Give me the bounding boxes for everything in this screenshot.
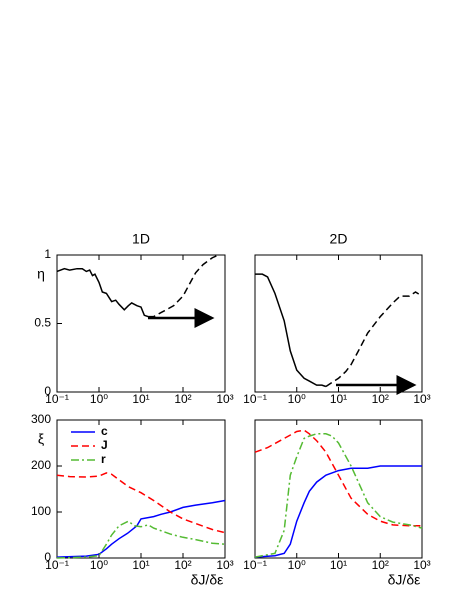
x-tick-label: 10¹: [132, 392, 149, 406]
x-tick-label: 10⁻¹: [45, 558, 69, 572]
series-line: [56, 520, 226, 559]
series-line: [254, 433, 423, 558]
legend-label: c: [101, 424, 108, 438]
x-tick-label: 10²: [174, 558, 191, 572]
y-tick-label: 200: [31, 458, 51, 472]
x-tick-label: 10¹: [132, 558, 149, 572]
series-line: [325, 291, 423, 388]
x-tick-label: 10⁰: [288, 558, 306, 572]
x-tick-label: 10²: [372, 392, 389, 406]
x-tick-label: 10¹: [330, 558, 347, 572]
legend-label: r: [101, 452, 106, 466]
series-line: [56, 267, 149, 318]
x-axis-label: δJ/δε: [191, 572, 224, 588]
series-line: [254, 429, 422, 527]
y-tick-label: 300: [31, 412, 51, 426]
y-tick-label: 100: [31, 504, 51, 518]
x-tick-label: 10⁰: [288, 392, 306, 406]
x-tick-label: 10⁻¹: [45, 392, 69, 406]
plot-frame: [56, 419, 226, 559]
x-tick-label: 10¹: [330, 392, 347, 406]
y-tick-label: 0: [44, 550, 51, 564]
series-line: [255, 273, 327, 388]
x-tick-label: 10⁻¹: [243, 558, 267, 572]
plot-frame: [56, 254, 226, 393]
panel-title: 1D: [132, 231, 150, 247]
x-tick-label: 10⁻¹: [243, 392, 267, 406]
y-axis-label: ξ: [38, 431, 44, 447]
y-tick-label: 0: [44, 384, 51, 398]
panel-title: 2D: [330, 231, 348, 247]
y-axis-label: η: [37, 266, 45, 282]
x-tick-label: 10³: [216, 558, 233, 572]
series-line: [148, 254, 219, 318]
y-tick-label: 1: [44, 247, 51, 261]
x-tick-label: 10²: [174, 392, 191, 406]
x-tick-label: 10²: [372, 558, 389, 572]
series-line: [56, 472, 226, 534]
legend-label: J: [101, 438, 108, 452]
series-line: [254, 465, 422, 558]
x-tick-label: 10⁰: [90, 558, 108, 572]
x-tick-label: 10³: [413, 558, 430, 572]
x-tick-label: 10⁰: [90, 392, 108, 406]
series-line: [56, 499, 226, 558]
x-axis-label: δJ/δε: [388, 572, 421, 588]
y-tick-label: 0.5: [34, 316, 51, 330]
x-tick-label: 10³: [216, 392, 233, 406]
plot-frame: [254, 254, 423, 393]
x-tick-label: 10³: [413, 392, 430, 406]
